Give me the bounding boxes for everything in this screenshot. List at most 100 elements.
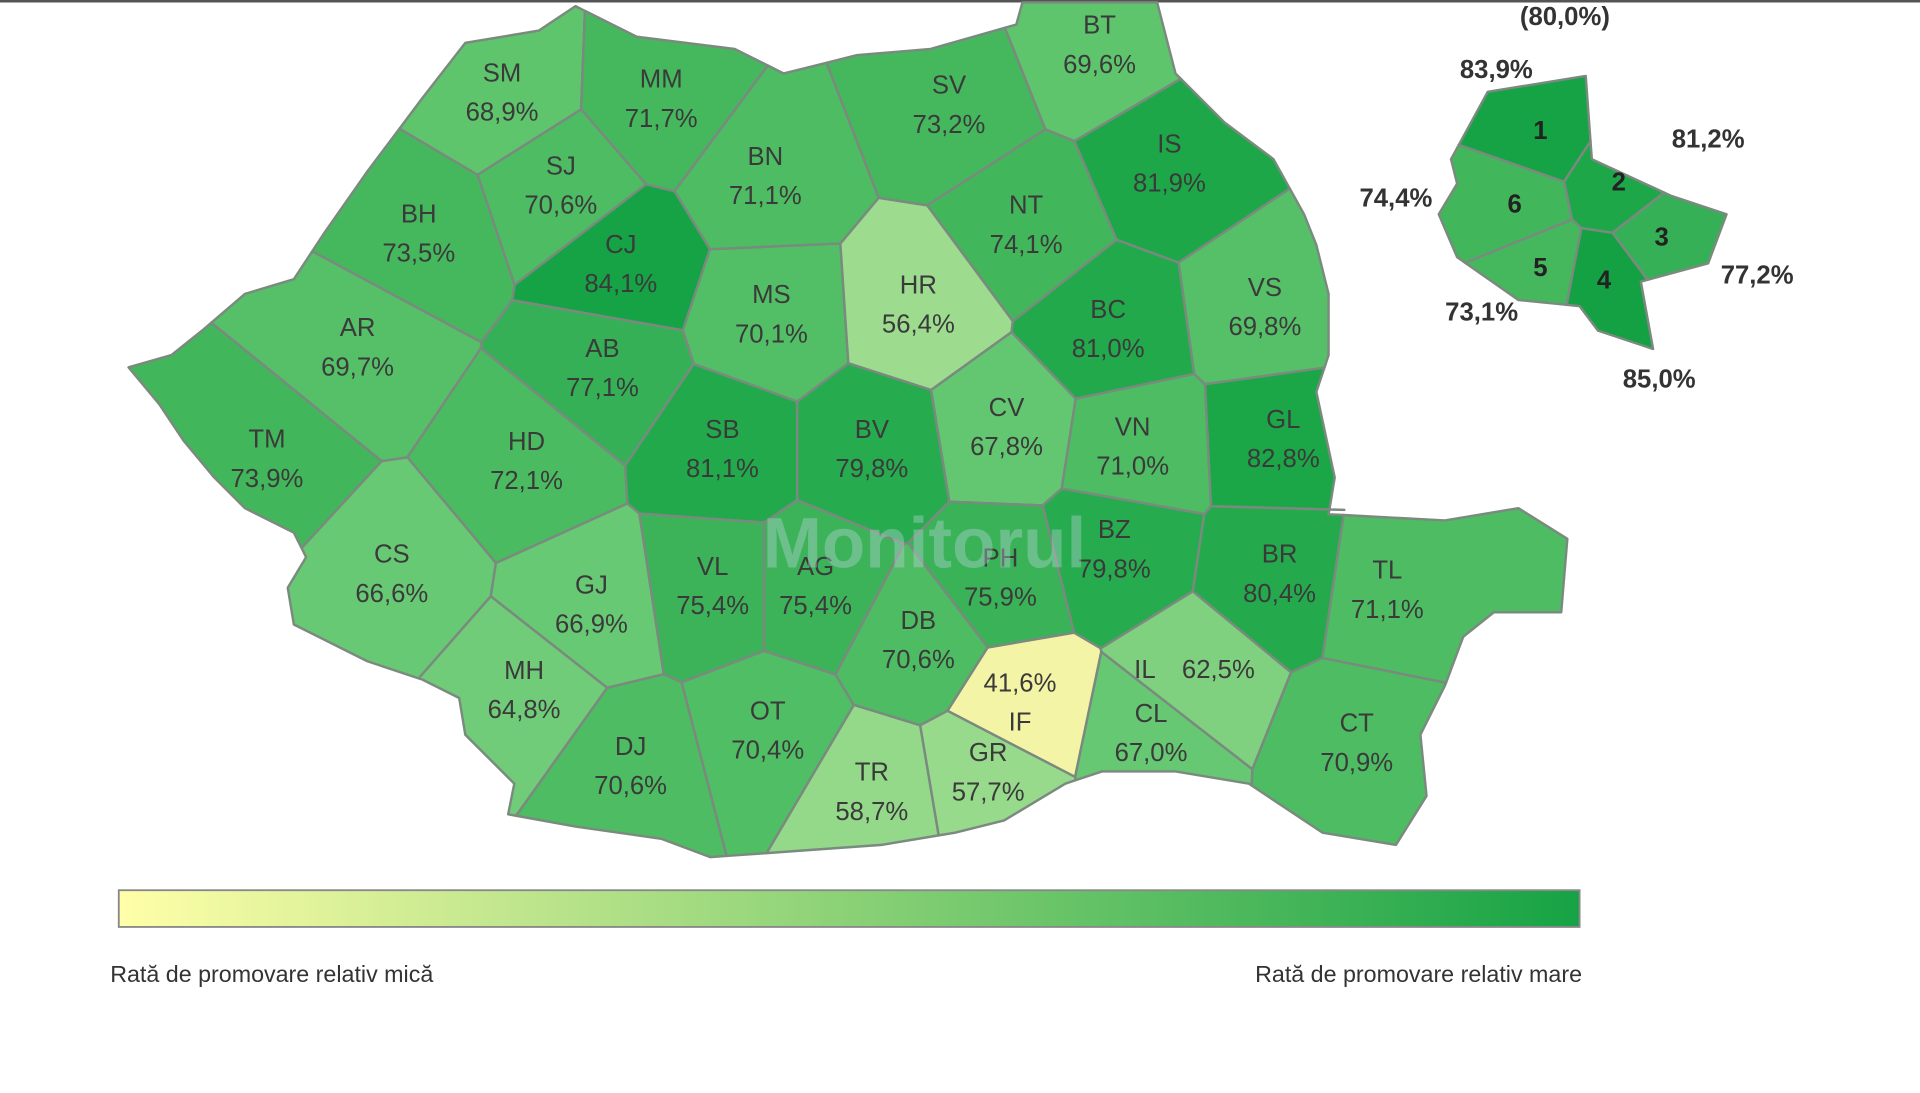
county-code: GR bbox=[969, 739, 1008, 767]
sector-number: 5 bbox=[1533, 254, 1547, 282]
county-code: SB bbox=[705, 416, 739, 444]
labels: SM 68,9% MM 71,7% BT 69,6% SV 73,2% SJ 70,6% BN 71,… bbox=[230, 12, 1423, 826]
county-code: CV bbox=[989, 394, 1026, 422]
sector bbox=[1565, 226, 1655, 351]
county-code: BH bbox=[401, 200, 437, 228]
county-code: SV bbox=[932, 72, 967, 100]
county-rate: 81,0% bbox=[1072, 335, 1145, 363]
sector-rate: 85,0% bbox=[1623, 366, 1696, 394]
legend-gradient bbox=[117, 889, 1581, 928]
county-rate: 69,8% bbox=[1228, 313, 1301, 341]
county-code: CJ bbox=[605, 231, 636, 259]
sector bbox=[1437, 143, 1574, 265]
county-code: NT bbox=[1009, 192, 1044, 220]
county-rate: 75,4% bbox=[779, 592, 852, 620]
county-code: CL bbox=[1135, 700, 1168, 728]
sector-rate: 77,2% bbox=[1721, 262, 1794, 290]
county-code: MM bbox=[640, 66, 683, 94]
county-rate: 75,9% bbox=[964, 584, 1037, 612]
county-rate: 69,7% bbox=[321, 353, 394, 381]
county-rate: 66,9% bbox=[555, 611, 628, 639]
legend-low: Rată de promovare relativ mică bbox=[110, 961, 433, 987]
county-rate: 69,6% bbox=[1063, 51, 1136, 79]
county-rate: 58,7% bbox=[835, 798, 908, 826]
county-rate: 84,1% bbox=[584, 270, 657, 298]
county-code: TR bbox=[855, 759, 889, 787]
county-rate: 73,9% bbox=[230, 465, 303, 493]
bucharest-inset: 1 83,9% 2 81,2% 3 77,2% 4 85,0% 5 73,1% 6 74,4% (80,… bbox=[1359, 3, 1793, 393]
county bbox=[514, 672, 728, 859]
bucharest-total: (80,0%) bbox=[1520, 3, 1610, 31]
county-code: GL bbox=[1266, 406, 1300, 434]
county bbox=[1250, 656, 1448, 847]
county bbox=[1203, 366, 1346, 512]
county-rate: 71,0% bbox=[1096, 453, 1169, 481]
county-code: MS bbox=[752, 281, 791, 309]
county-rate: 79,8% bbox=[835, 455, 908, 483]
county-rate: 57,7% bbox=[952, 778, 1025, 806]
county-rate: 77,1% bbox=[566, 374, 639, 402]
county-code: VS bbox=[1248, 274, 1282, 302]
county-code: SM bbox=[483, 60, 522, 88]
county-rate: 70,9% bbox=[1320, 749, 1393, 777]
county-code: VL bbox=[697, 553, 728, 581]
sector-rate: 74,4% bbox=[1359, 184, 1432, 212]
county-code: OT bbox=[750, 697, 786, 725]
county-code: GJ bbox=[575, 571, 608, 599]
county-code: TL bbox=[1372, 557, 1402, 585]
county-code: AB bbox=[585, 335, 619, 363]
county-rate: 64,8% bbox=[488, 696, 561, 724]
sector-number: 2 bbox=[1612, 168, 1626, 196]
county-rate: 66,6% bbox=[355, 580, 428, 608]
county-rate: 62,5% bbox=[1182, 656, 1255, 684]
county-code: HD bbox=[508, 428, 545, 456]
sector-number: 1 bbox=[1533, 117, 1547, 145]
sector-rate: 81,2% bbox=[1672, 126, 1745, 154]
county-code: BV bbox=[855, 416, 890, 444]
county-rate: 68,9% bbox=[466, 99, 539, 127]
county-rate: 67,0% bbox=[1115, 739, 1188, 767]
county-rate: 75,4% bbox=[676, 592, 749, 620]
county-code: MH bbox=[504, 657, 544, 685]
sector-number: 6 bbox=[1508, 191, 1522, 219]
county-code: IF bbox=[1009, 708, 1032, 736]
county-rate: 67,8% bbox=[970, 433, 1043, 461]
county-code: VN bbox=[1115, 413, 1151, 441]
county-rate: 71,1% bbox=[729, 182, 802, 210]
county-code: BZ bbox=[1098, 516, 1131, 544]
sector-rate: 73,1% bbox=[1445, 298, 1518, 326]
county-code: CS bbox=[374, 541, 410, 569]
sector-number: 4 bbox=[1597, 266, 1612, 294]
county-rate: 82,8% bbox=[1247, 445, 1320, 473]
county-rate: 80,4% bbox=[1243, 580, 1316, 608]
county-rate: 73,5% bbox=[382, 240, 455, 268]
legend-high: Rată de promovare relativ mare bbox=[1255, 961, 1582, 987]
county-code: TM bbox=[248, 426, 285, 454]
county-code: CT bbox=[1340, 710, 1375, 738]
county-rate: 70,4% bbox=[731, 737, 804, 765]
county-code: BT bbox=[1083, 12, 1116, 40]
county-code: BR bbox=[1262, 541, 1298, 569]
county-code: AR bbox=[340, 314, 376, 342]
county-rate: 71,7% bbox=[625, 105, 698, 133]
counties bbox=[127, 1, 1569, 859]
county-rate: 71,1% bbox=[1351, 596, 1424, 624]
county bbox=[417, 595, 609, 817]
county-code: AG bbox=[797, 553, 834, 581]
watermark: Monitorul bbox=[763, 504, 1086, 583]
county-rate: 79,8% bbox=[1078, 555, 1151, 583]
county-rate: 81,9% bbox=[1133, 170, 1206, 198]
sector-rate: 83,9% bbox=[1460, 56, 1533, 84]
county-code: IS bbox=[1157, 131, 1181, 159]
county-code: IL bbox=[1134, 656, 1155, 684]
county-rate: 70,6% bbox=[594, 772, 667, 800]
county-code: SJ bbox=[546, 153, 576, 181]
county-code: BN bbox=[747, 143, 783, 171]
county-rate: 70,1% bbox=[735, 320, 808, 348]
county-rate: 81,1% bbox=[686, 455, 759, 483]
county-rate: 72,1% bbox=[490, 467, 563, 495]
county-code: HR bbox=[900, 271, 937, 299]
county-code: DB bbox=[901, 607, 937, 635]
